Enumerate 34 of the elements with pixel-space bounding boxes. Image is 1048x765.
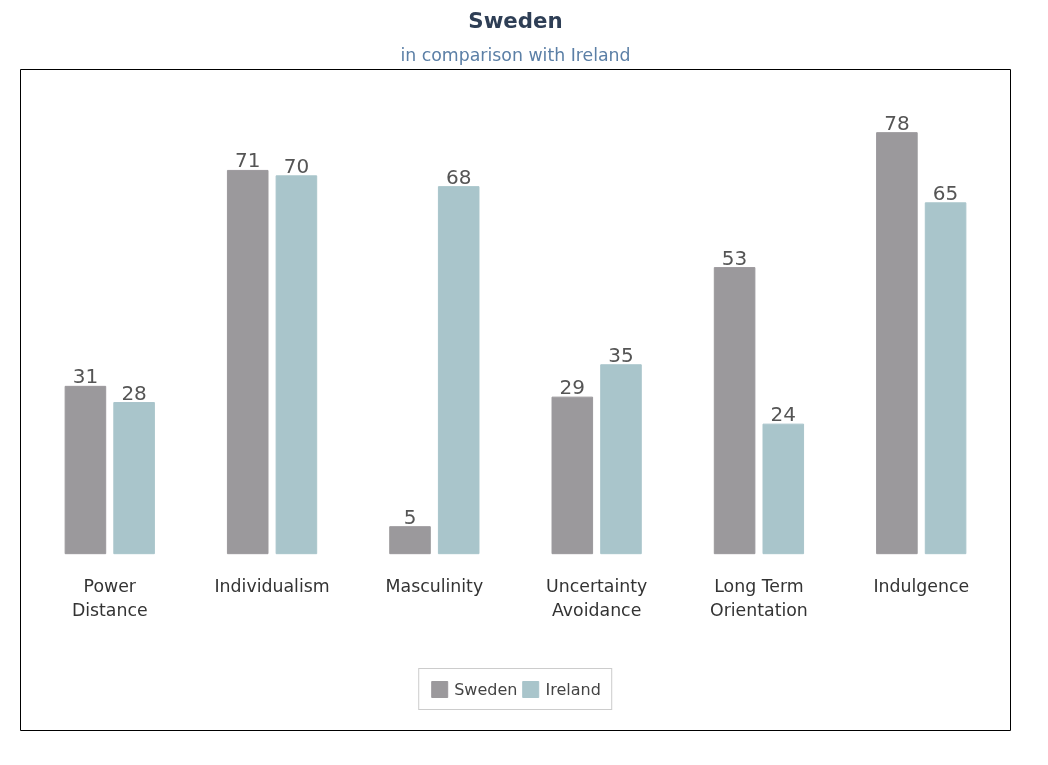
x-tick-label: Individualism xyxy=(214,575,330,596)
legend-label: Ireland xyxy=(545,679,601,699)
chart-subtitle: in comparison with Ireland xyxy=(400,44,631,65)
bar xyxy=(389,526,431,555)
x-tick-label: Power Distance xyxy=(71,575,148,620)
chart-title: Sweden xyxy=(468,7,563,33)
legend-label: Sweden xyxy=(454,679,518,699)
data-label: 78 xyxy=(884,110,910,135)
x-tick-label: Masculinity xyxy=(385,575,484,596)
data-label: 28 xyxy=(121,380,147,405)
bar xyxy=(64,385,107,555)
data-label: 35 xyxy=(608,342,634,367)
bar xyxy=(551,396,594,555)
x-tick-label: Indulgence xyxy=(873,575,970,596)
x-tick-label: Uncertainty Avoidance xyxy=(546,575,648,620)
x-tick-label: Long Term Orientation xyxy=(710,575,808,620)
data-label: 68 xyxy=(445,164,472,189)
bar xyxy=(713,267,756,555)
bar xyxy=(924,202,967,555)
data-label: 31 xyxy=(72,364,99,389)
bar xyxy=(437,186,480,555)
bar xyxy=(113,402,155,555)
data-label: 53 xyxy=(721,245,748,270)
bar xyxy=(275,175,318,555)
data-label: 29 xyxy=(559,375,586,400)
bar xyxy=(762,423,805,555)
data-label: 5 xyxy=(403,504,417,529)
data-label: 70 xyxy=(283,153,310,178)
data-label: 65 xyxy=(932,180,959,205)
data-label: 71 xyxy=(234,148,261,173)
bar xyxy=(876,132,918,555)
data-label: 24 xyxy=(770,402,797,427)
bar xyxy=(226,169,269,555)
bar xyxy=(600,364,642,555)
